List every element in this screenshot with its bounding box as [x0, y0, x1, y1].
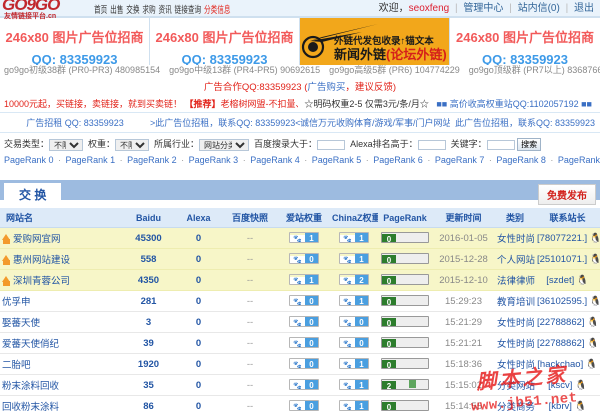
svg-text:新闻外链(论坛外链): 新闻外链(论坛外链) — [334, 47, 447, 62]
svg-text:外链代发包收录↑锚文本: 外链代发包收录↑锚文本 — [333, 35, 434, 47]
